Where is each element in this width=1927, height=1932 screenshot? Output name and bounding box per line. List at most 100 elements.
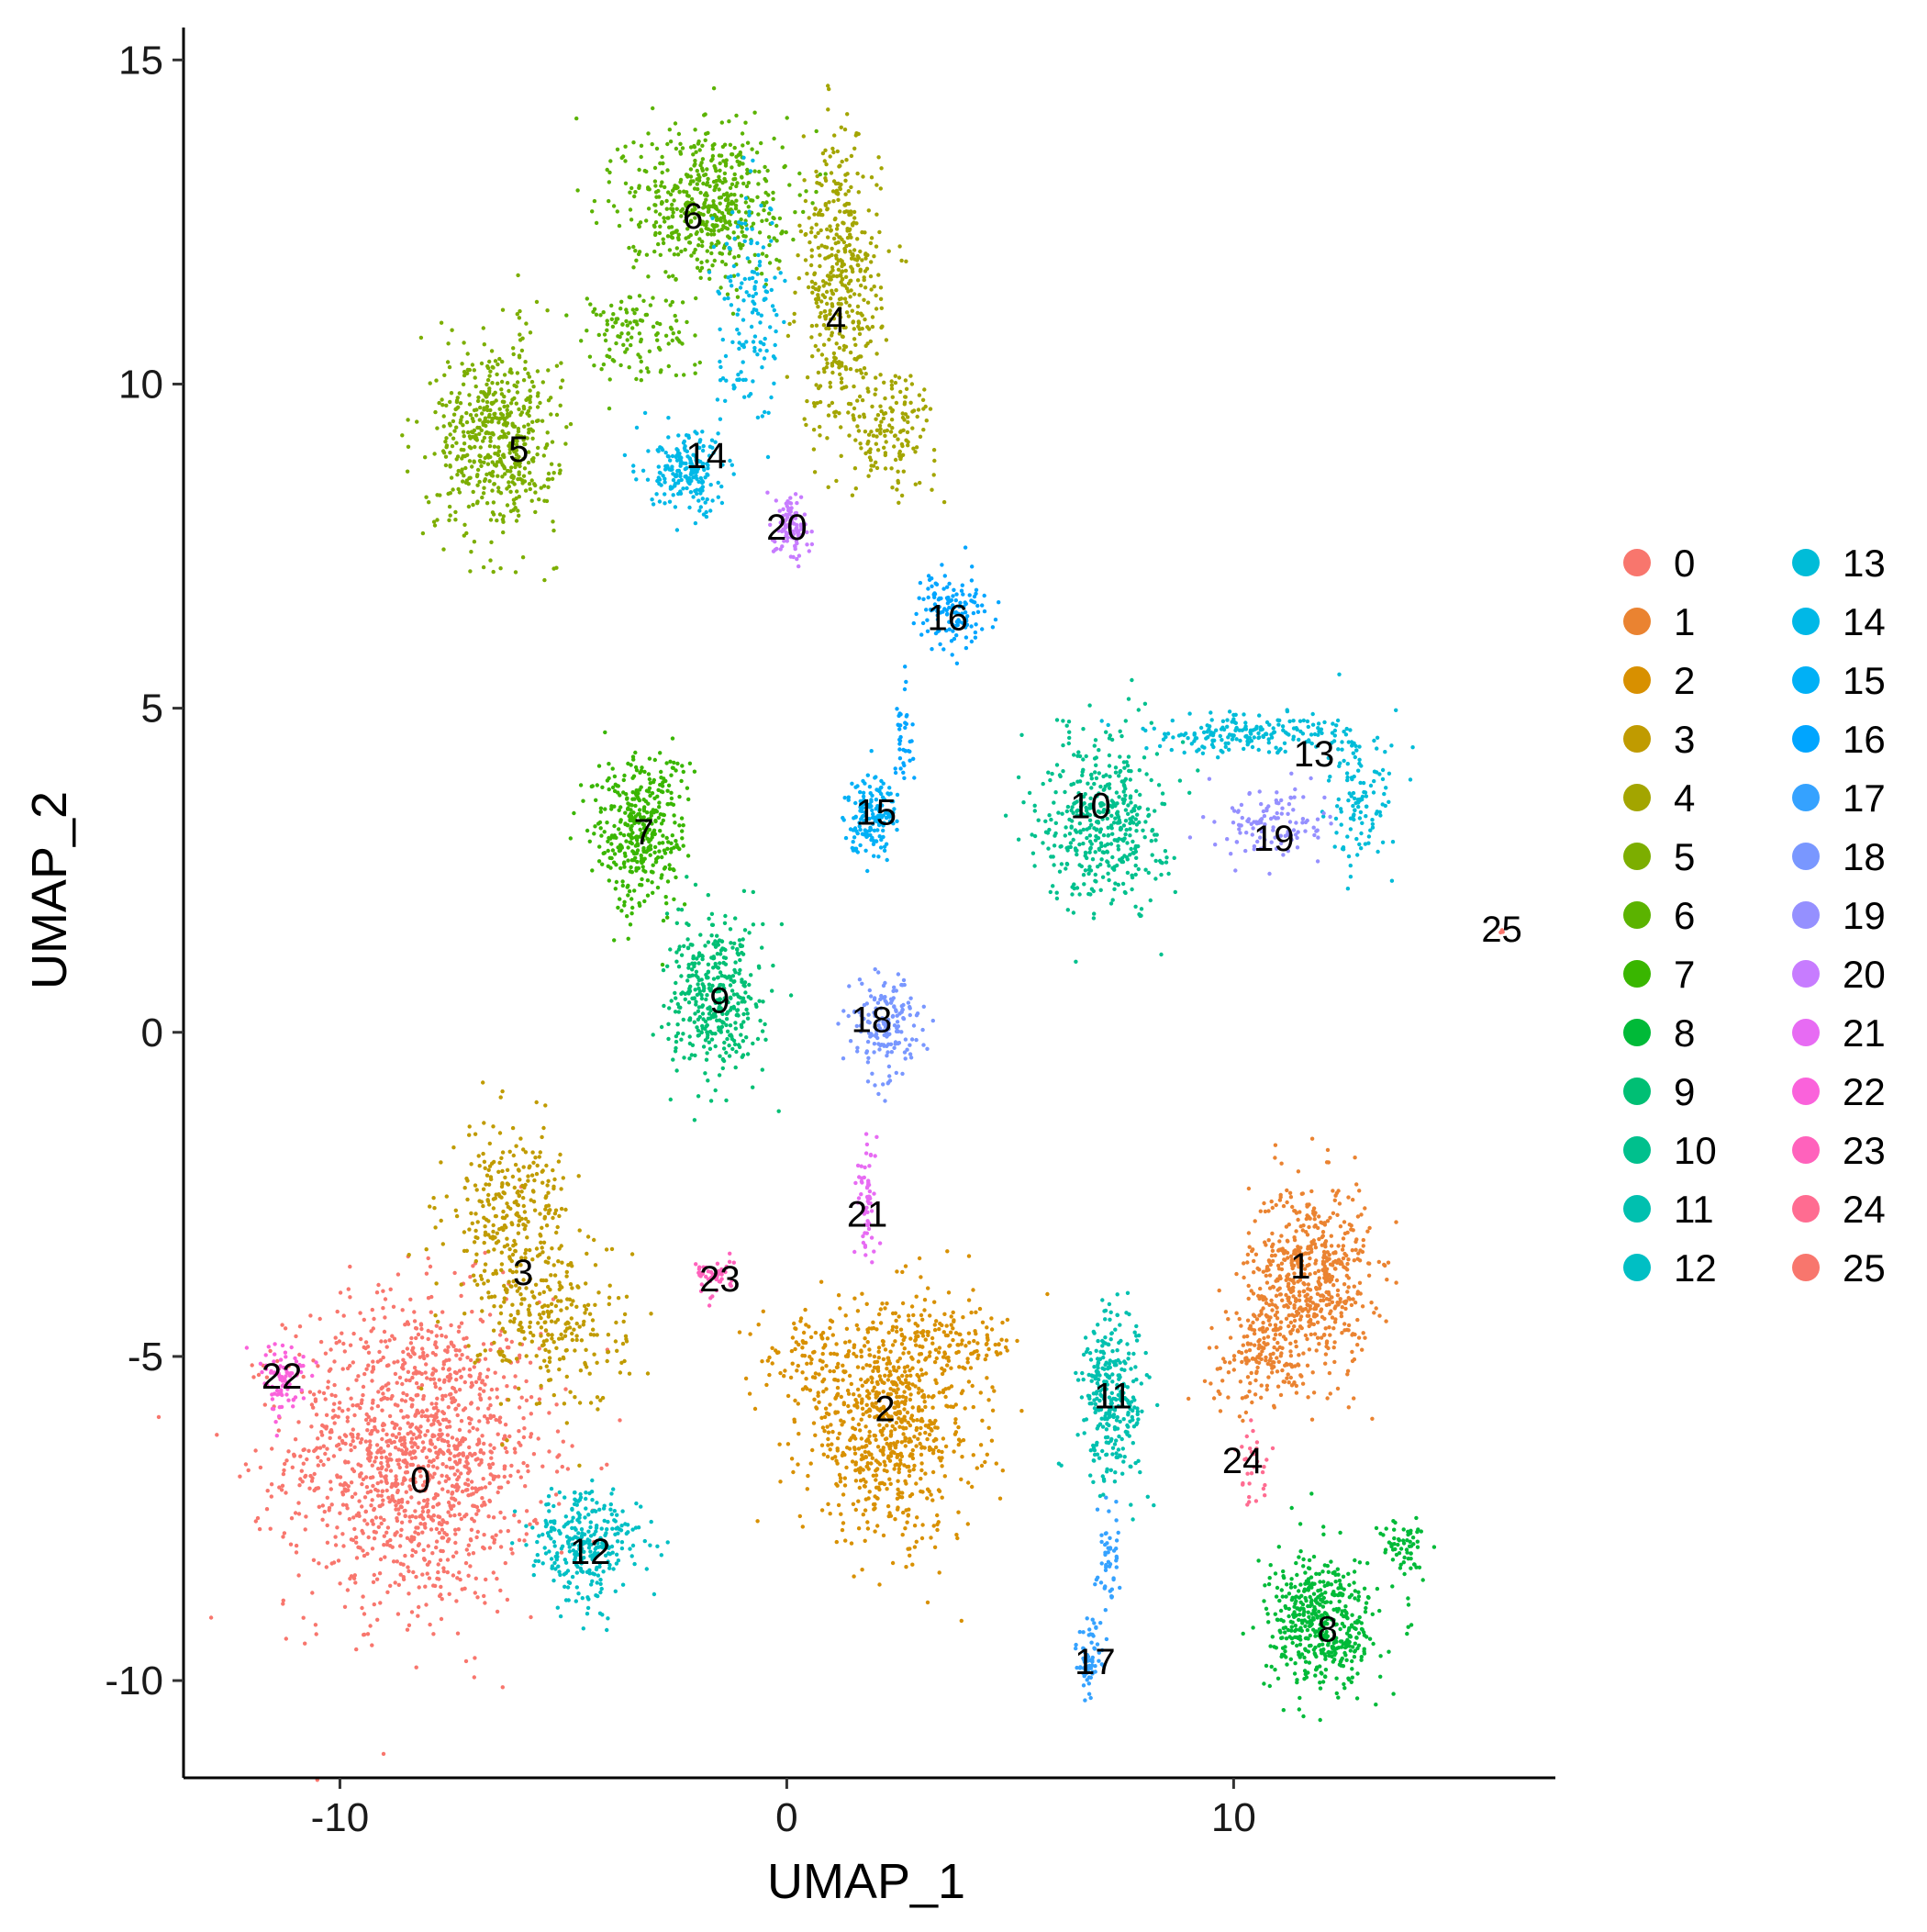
- point: [443, 440, 448, 444]
- point: [1358, 1291, 1363, 1296]
- point: [900, 1373, 905, 1379]
- point: [827, 86, 831, 92]
- point: [400, 1481, 405, 1486]
- point: [417, 1501, 421, 1505]
- point: [861, 1477, 866, 1482]
- point: [1242, 1275, 1246, 1280]
- point: [1328, 1333, 1332, 1337]
- point: [895, 1394, 899, 1400]
- point: [813, 207, 818, 211]
- point: [432, 523, 438, 528]
- point: [859, 446, 863, 451]
- point: [414, 1425, 418, 1430]
- point: [397, 1426, 403, 1431]
- point: [523, 366, 528, 372]
- point: [893, 374, 897, 378]
- point: [243, 1462, 249, 1467]
- point: [833, 1395, 839, 1400]
- point: [539, 1334, 543, 1338]
- point: [361, 1477, 366, 1482]
- point: [818, 1358, 823, 1363]
- point: [514, 1144, 518, 1148]
- point: [500, 1443, 505, 1447]
- point: [403, 1399, 408, 1403]
- point: [268, 1526, 273, 1531]
- point: [367, 1439, 373, 1444]
- point: [419, 1335, 425, 1340]
- point: [506, 1480, 510, 1485]
- point: [443, 454, 449, 459]
- point: [440, 1410, 445, 1414]
- point: [358, 1440, 363, 1445]
- point: [902, 1335, 907, 1340]
- point: [528, 330, 533, 335]
- point: [395, 1518, 400, 1524]
- point: [1218, 1409, 1223, 1413]
- point: [528, 1360, 533, 1365]
- point: [454, 1347, 459, 1353]
- point: [855, 171, 860, 176]
- point: [563, 1207, 568, 1212]
- point: [1288, 1341, 1293, 1346]
- point: [697, 148, 702, 152]
- point: [414, 1369, 418, 1374]
- point: [855, 278, 861, 283]
- point: [852, 1345, 856, 1350]
- point: [462, 533, 466, 538]
- point: [935, 1527, 940, 1533]
- point: [1307, 1320, 1311, 1324]
- point: [578, 1368, 584, 1373]
- point: [301, 1615, 306, 1620]
- point: [1346, 1295, 1352, 1301]
- point: [1366, 1273, 1372, 1279]
- point: [559, 1206, 564, 1212]
- point: [853, 342, 858, 347]
- point: [760, 251, 765, 256]
- point: [843, 274, 849, 279]
- point: [857, 331, 863, 337]
- point: [862, 1483, 867, 1489]
- point: [1264, 1314, 1270, 1319]
- point: [907, 1439, 911, 1445]
- point: [1285, 1200, 1289, 1205]
- point: [446, 1510, 451, 1514]
- point: [476, 395, 481, 400]
- point: [923, 1471, 928, 1476]
- point: [393, 1499, 397, 1504]
- point: [935, 1513, 940, 1518]
- point: [863, 343, 868, 349]
- point: [521, 1147, 526, 1152]
- point: [575, 188, 580, 193]
- point: [502, 1300, 507, 1304]
- point: [370, 1643, 374, 1647]
- point: [953, 1417, 958, 1422]
- point: [879, 166, 884, 171]
- point: [853, 486, 858, 491]
- point: [894, 1412, 899, 1417]
- point: [1310, 1370, 1315, 1375]
- point: [483, 1601, 487, 1605]
- point: [381, 1391, 385, 1396]
- point: [946, 1358, 952, 1363]
- point: [923, 1337, 928, 1342]
- point: [1289, 1287, 1294, 1291]
- point: [436, 1419, 440, 1424]
- point: [493, 1213, 498, 1219]
- point: [837, 345, 842, 351]
- point: [1222, 1359, 1228, 1365]
- point: [526, 396, 530, 401]
- point: [492, 1159, 496, 1165]
- point: [1338, 1297, 1342, 1301]
- point: [810, 285, 816, 290]
- point: [423, 1433, 428, 1437]
- point: [446, 1345, 451, 1349]
- point: [895, 1269, 899, 1274]
- point: [326, 1457, 331, 1462]
- point: [448, 399, 452, 405]
- point: [905, 1374, 909, 1379]
- point: [491, 1477, 496, 1481]
- point: [497, 407, 502, 411]
- point: [497, 1131, 503, 1135]
- point: [487, 479, 492, 484]
- point: [907, 1350, 911, 1356]
